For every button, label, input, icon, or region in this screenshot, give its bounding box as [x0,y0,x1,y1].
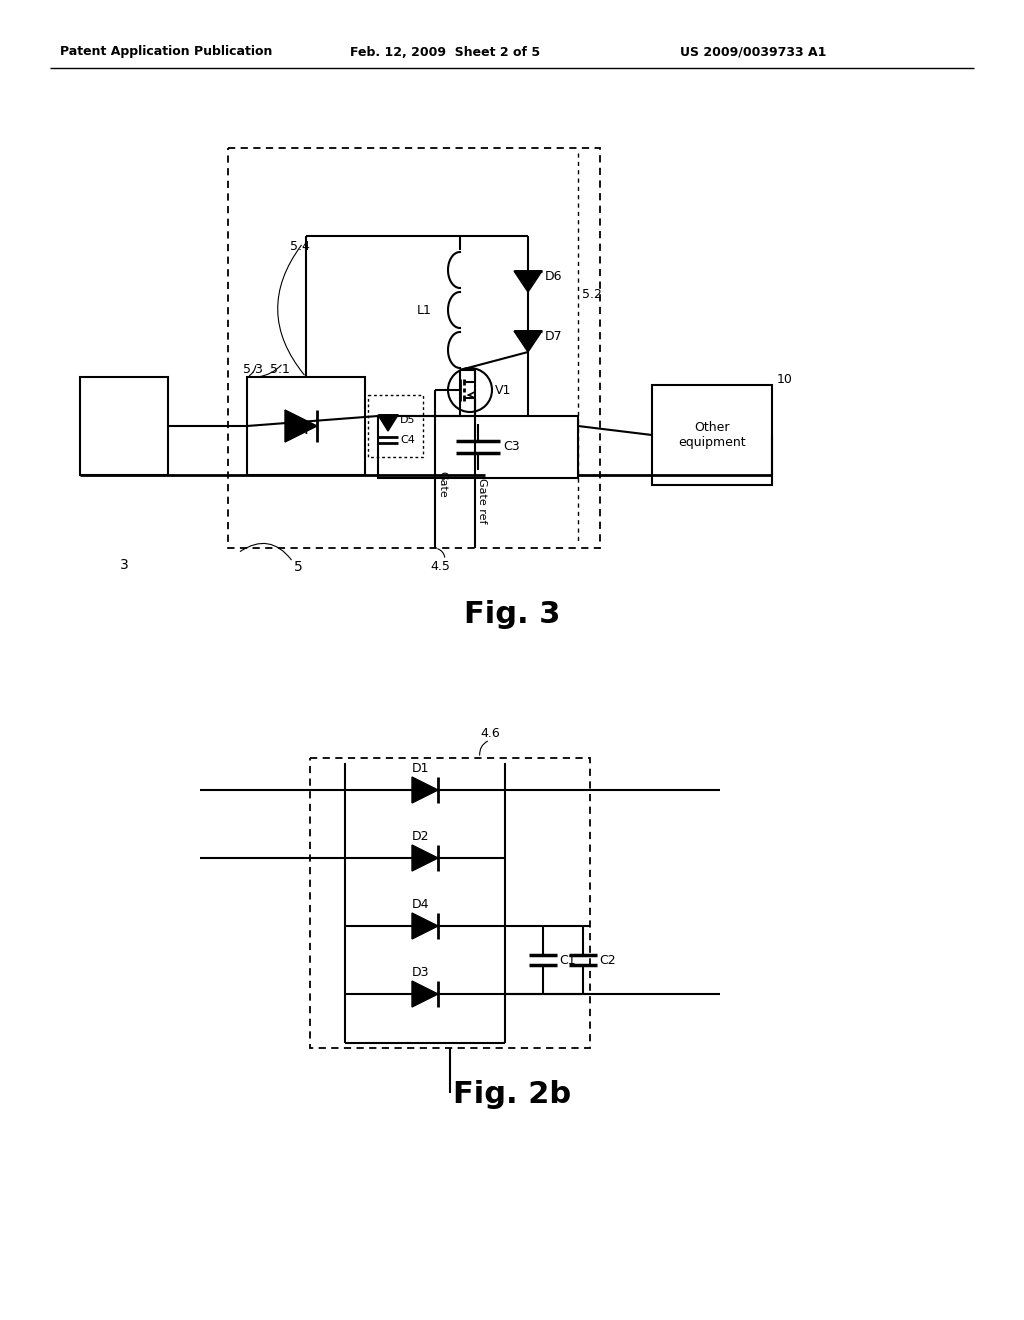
Bar [80,378,168,475]
Text: D3: D3 [412,966,429,979]
Polygon shape [412,981,438,1007]
Text: 10: 10 [777,374,793,385]
Text: Patent Application Publication: Patent Application Publication [60,45,272,58]
Polygon shape [412,777,438,803]
Text: D5: D5 [400,414,416,425]
Text: 5.1: 5.1 [270,363,290,376]
Text: D6: D6 [545,269,562,282]
Text: 3: 3 [120,558,128,572]
Text: D1: D1 [412,762,429,775]
Bar [368,395,423,457]
Text: Gate: Gate [437,471,447,498]
Text: 5.2: 5.2 [582,288,602,301]
Polygon shape [412,913,438,939]
Polygon shape [285,411,317,442]
Text: Feb. 12, 2009  Sheet 2 of 5: Feb. 12, 2009 Sheet 2 of 5 [350,45,540,58]
Text: L1: L1 [417,304,432,317]
Polygon shape [514,271,542,292]
Bar [652,385,772,484]
Text: Other
equipment: Other equipment [678,421,745,449]
Text: 5.4: 5.4 [290,240,310,253]
Polygon shape [378,414,398,432]
Text: Fig. 3: Fig. 3 [464,601,560,630]
Text: 5: 5 [294,560,302,574]
Text: C3: C3 [503,441,519,454]
Bar [378,416,578,478]
Text: C4: C4 [400,436,415,445]
Text: V1: V1 [495,384,511,396]
Text: C2: C2 [599,953,615,966]
Text: 4.6: 4.6 [480,727,500,741]
Text: D2: D2 [412,830,429,843]
Text: C1: C1 [559,953,575,966]
Text: Gate ref: Gate ref [477,478,487,523]
Bar [310,758,590,1048]
Text: 4.5: 4.5 [430,560,450,573]
Polygon shape [514,331,542,352]
Text: 5.3: 5.3 [243,363,263,376]
Text: Fig. 2b: Fig. 2b [453,1080,571,1109]
Bar [228,148,600,548]
Polygon shape [412,845,438,871]
Text: +: + [300,421,312,437]
Text: US 2009/0039733 A1: US 2009/0039733 A1 [680,45,826,58]
Bar [247,378,365,475]
Text: D4: D4 [412,898,429,911]
Text: D7: D7 [545,330,562,342]
